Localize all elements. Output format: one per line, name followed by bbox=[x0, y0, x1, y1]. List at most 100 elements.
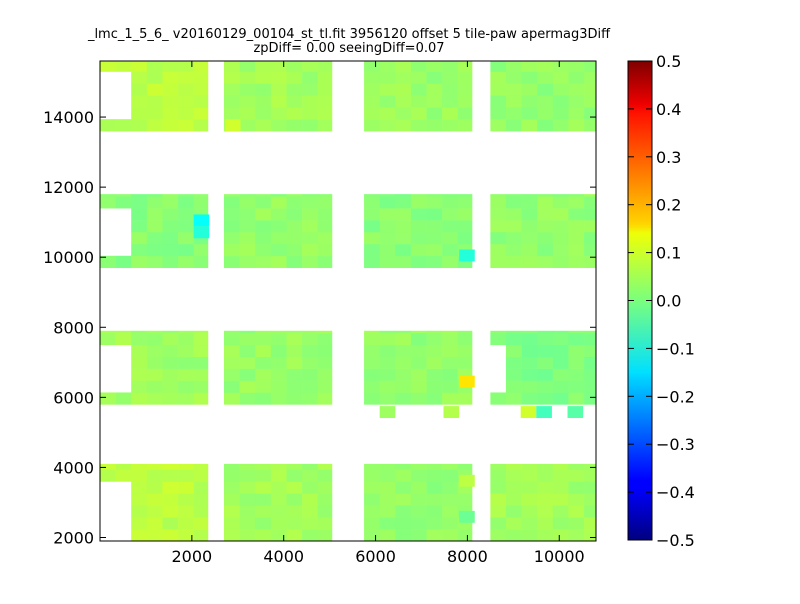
heatmap-cell bbox=[584, 194, 597, 197]
heatmap-cell bbox=[302, 469, 318, 482]
heatmap-cell bbox=[115, 469, 132, 482]
heatmap-cell bbox=[379, 344, 396, 358]
heatmap-cell bbox=[552, 243, 569, 257]
heatmap-cell bbox=[193, 61, 209, 72]
heatmap-cell bbox=[426, 208, 443, 221]
heatmap-cell bbox=[457, 107, 473, 120]
heatmap-cell bbox=[162, 194, 179, 197]
heatmap-cell bbox=[193, 332, 209, 346]
heatmap-cell bbox=[100, 392, 116, 405]
heatmap-cell bbox=[521, 208, 538, 221]
heatmap-cell bbox=[505, 71, 522, 84]
heatmap-cell bbox=[442, 196, 459, 209]
heatmap-cell bbox=[224, 392, 240, 405]
heatmap-cell bbox=[146, 469, 163, 482]
y-tick-label: 4000 bbox=[53, 458, 94, 477]
heatmap-cell bbox=[552, 517, 569, 530]
heatmap-cell bbox=[239, 344, 256, 358]
heatmap-cell bbox=[521, 356, 538, 369]
heatmap-cell bbox=[521, 332, 538, 346]
heatmap-cell bbox=[270, 517, 287, 530]
heatmap-cell bbox=[379, 493, 396, 506]
heatmap-cell bbox=[178, 208, 194, 221]
heatmap-cell bbox=[490, 107, 507, 120]
heatmap-cell bbox=[224, 463, 240, 470]
heatmap-cell bbox=[568, 463, 585, 470]
heatmap-cell bbox=[537, 243, 554, 257]
heatmap-cell bbox=[426, 243, 443, 257]
heatmap-cell bbox=[426, 463, 443, 470]
heatmap-cell bbox=[568, 83, 585, 96]
heatmap-cell bbox=[317, 330, 333, 334]
heatmap-cell bbox=[193, 368, 209, 381]
y-tick-label: 2000 bbox=[53, 528, 94, 547]
heatmap-cell bbox=[490, 330, 507, 334]
chart-title-line-1: _lmc_1_5_6_ v20160129_00104_st_tl.fit 39… bbox=[87, 27, 611, 42]
heatmap-cell bbox=[457, 194, 473, 197]
heatmap-cell bbox=[410, 380, 427, 393]
heatmap-cell bbox=[146, 529, 163, 542]
heatmap-cell bbox=[442, 220, 459, 233]
heatmap-cell bbox=[426, 368, 443, 381]
heatmap-cell bbox=[131, 194, 148, 197]
heatmap-cell bbox=[395, 493, 412, 506]
heatmap-cell bbox=[270, 344, 287, 358]
heatmap-cell bbox=[162, 505, 179, 518]
heatmap-cell bbox=[379, 231, 396, 245]
heatmap-cell bbox=[379, 380, 396, 393]
heatmap-cell bbox=[490, 255, 507, 269]
heatmap-cell bbox=[552, 208, 569, 221]
x-tick-label: 6000 bbox=[355, 547, 396, 566]
heatmap-cell bbox=[457, 392, 473, 405]
heatmap-cell bbox=[537, 196, 554, 209]
heatmap-cell bbox=[255, 529, 272, 542]
heatmap-cell bbox=[178, 356, 194, 369]
heatmap-cell bbox=[490, 208, 507, 221]
heatmap-cell bbox=[239, 517, 256, 530]
heatmap-cell bbox=[317, 208, 333, 221]
heatmap-cell bbox=[584, 469, 597, 482]
heatmap-cell bbox=[379, 71, 396, 84]
heatmap-cell bbox=[302, 83, 318, 96]
heatmap-cell bbox=[193, 463, 209, 470]
y-tick-label: 12000 bbox=[43, 178, 94, 197]
heatmap-cell bbox=[162, 469, 179, 482]
heatmap-cell bbox=[224, 95, 240, 108]
heatmap-cell bbox=[379, 481, 396, 494]
heatmap-cell bbox=[395, 481, 412, 494]
heatmap-cell bbox=[364, 83, 380, 96]
heatmap-cell bbox=[286, 463, 303, 470]
heatmap-cell bbox=[317, 529, 333, 542]
heatmap-cell bbox=[270, 208, 287, 221]
heatmap-cell bbox=[490, 83, 507, 96]
heatmap-cell bbox=[270, 119, 287, 132]
heatmap-cell bbox=[270, 95, 287, 108]
heatmap-cell bbox=[490, 119, 507, 132]
heatmap-cell bbox=[505, 380, 522, 393]
heatmap-cell bbox=[364, 481, 380, 494]
heatmap-cell bbox=[131, 255, 148, 269]
heatmap-cell bbox=[505, 119, 522, 132]
heatmap-cell bbox=[568, 529, 585, 542]
heatmap-cell bbox=[224, 368, 240, 381]
heatmap-cell bbox=[552, 469, 569, 482]
heatmap-cell bbox=[317, 83, 333, 96]
heatmap-cell bbox=[395, 469, 412, 482]
heatmap-cell bbox=[178, 119, 194, 132]
heatmap-cell bbox=[270, 330, 287, 334]
heatmap-cell bbox=[521, 194, 538, 197]
heatmap-cell bbox=[317, 517, 333, 530]
heatmap-cell bbox=[178, 220, 194, 233]
heatmap-cell bbox=[302, 332, 318, 346]
heatmap-cell bbox=[178, 196, 194, 209]
heatmap-cell bbox=[584, 380, 597, 393]
heatmap-cell bbox=[584, 107, 597, 120]
heatmap-cell bbox=[162, 95, 179, 108]
heatmap-cell bbox=[568, 255, 585, 269]
heatmap-cell bbox=[178, 83, 194, 96]
heatmap-cell bbox=[379, 196, 396, 209]
heatmap-cell bbox=[239, 255, 256, 269]
heatmap-cell bbox=[115, 463, 132, 470]
heatmap-cell bbox=[146, 220, 163, 233]
